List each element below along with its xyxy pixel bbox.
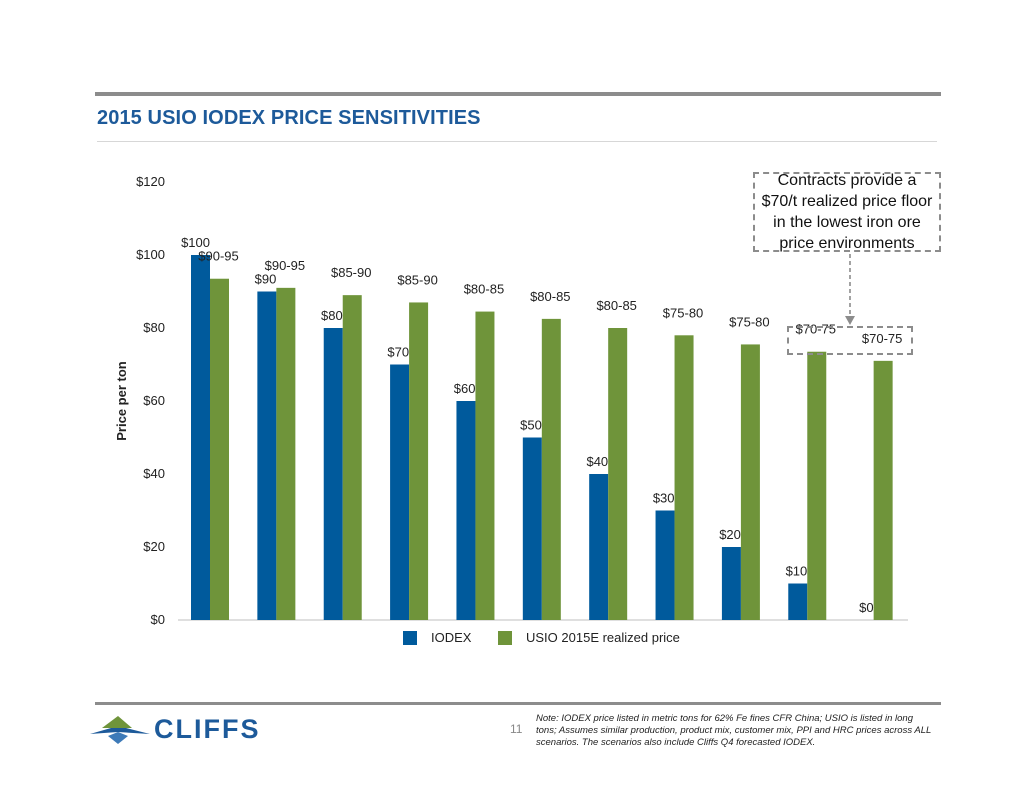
legend-item-iodex: IODEX — [403, 630, 471, 645]
footnote: Note: IODEX price listed in metric tons … — [536, 713, 932, 748]
y-tick-label: $80 — [143, 320, 165, 335]
data-label-iodex: $50 — [520, 418, 542, 433]
price-floor-highlight-box — [787, 326, 913, 355]
legend-swatch-usio — [498, 630, 512, 645]
data-label-iodex: $100 — [181, 235, 210, 250]
data-label-iodex: $10 — [786, 564, 808, 579]
bar-iodex — [589, 474, 609, 620]
bar-usio — [276, 287, 296, 620]
data-label-usio: $90-95 — [265, 258, 305, 273]
footer-rule — [95, 702, 941, 705]
bars — [191, 255, 893, 620]
bar-usio — [210, 278, 229, 620]
y-tick-label: $20 — [143, 539, 165, 554]
callout-arrow-head — [845, 316, 855, 325]
bar-iodex — [323, 328, 343, 620]
cliffs-logo: CLIFFS — [88, 712, 288, 748]
data-label-usio: $70-75 — [796, 322, 836, 337]
bar-iodex — [456, 401, 476, 620]
data-label-iodex: $40 — [586, 454, 608, 469]
bar-usio — [674, 335, 694, 620]
cliffs-logo-icon — [90, 716, 150, 744]
data-label-usio: $80-85 — [530, 289, 570, 304]
title-rule — [97, 141, 937, 142]
data-label-usio: $85-90 — [331, 265, 371, 280]
legend-label-usio: USIO 2015E realized price — [526, 630, 680, 645]
bar-usio — [475, 311, 495, 620]
data-label-iodex: $60 — [454, 381, 476, 396]
y-axis: $0 $20 $40 $60 $80 $100 $120 Price per ton — [114, 174, 908, 627]
data-label-iodex: $70 — [387, 345, 409, 360]
data-label-iodex: $0 — [859, 600, 873, 615]
bar-iodex — [522, 437, 542, 620]
bar-iodex — [191, 255, 210, 620]
data-label-usio: $75-80 — [663, 305, 703, 320]
price-floor-callout: Contracts provide a $70/t realized price… — [753, 172, 941, 252]
data-label-iodex: $20 — [719, 527, 741, 542]
data-label-iodex: $80 — [321, 308, 343, 323]
data-label-usio: $75-80 — [729, 314, 769, 329]
page-number: 11 — [510, 722, 523, 736]
bar-usio — [807, 351, 827, 620]
bar-usio — [873, 360, 893, 620]
data-label-usio: $85-90 — [397, 272, 437, 287]
bar-iodex — [788, 583, 808, 620]
bar-iodex — [390, 364, 410, 620]
legend-swatch-iodex — [403, 630, 417, 645]
legend-label-iodex: IODEX — [431, 630, 472, 645]
y-tick-label: $120 — [136, 174, 165, 189]
y-tick-label: $0 — [151, 612, 165, 627]
bar-usio — [409, 302, 429, 620]
bar-iodex — [655, 510, 675, 620]
data-label-usio: $80-85 — [464, 282, 504, 297]
y-axis-title: Price per ton — [114, 361, 129, 441]
bar-labels: $100$90-95$90$90-95$80$85-90$70$85-90$60… — [181, 235, 902, 615]
page-title: 2015 USIO IODEX PRICE SENSITIVITIES — [97, 107, 481, 129]
bar-iodex — [257, 291, 277, 620]
cliffs-logo-text: CLIFFS — [154, 714, 261, 744]
bar-usio — [740, 344, 760, 620]
bar-usio — [608, 328, 628, 620]
top-rule — [95, 92, 941, 96]
y-tick-label: $100 — [136, 247, 165, 262]
chart-legend: IODEX USIO 2015E realized price — [0, 630, 1034, 650]
legend-item-usio: USIO 2015E realized price — [498, 630, 680, 645]
bar-iodex — [721, 547, 741, 620]
data-label-usio: $70-75 — [862, 331, 902, 346]
bar-usio — [541, 318, 561, 620]
data-label-usio: $80-85 — [596, 298, 636, 313]
data-label-iodex: $90 — [255, 272, 277, 287]
bar-usio — [342, 295, 362, 620]
data-label-usio: $90-95 — [198, 249, 238, 264]
y-tick-label: $60 — [143, 393, 165, 408]
y-tick-label: $40 — [143, 466, 165, 481]
data-label-iodex: $30 — [653, 491, 675, 506]
